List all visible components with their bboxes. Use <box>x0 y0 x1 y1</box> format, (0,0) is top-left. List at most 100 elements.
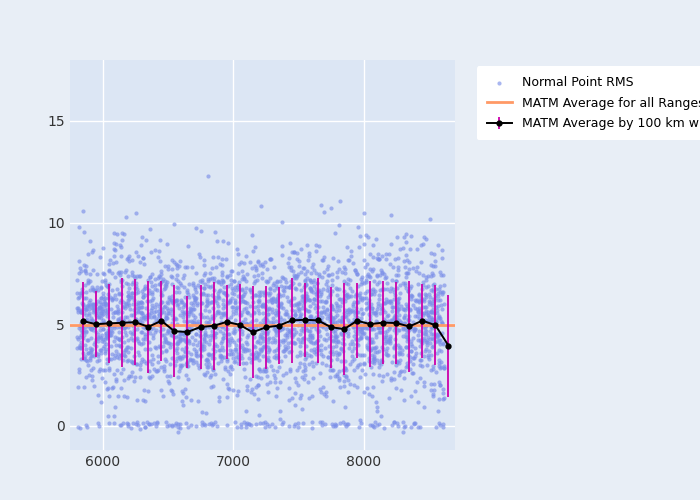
Normal Point RMS <box>337 366 348 374</box>
Normal Point RMS <box>380 273 391 281</box>
Normal Point RMS <box>97 300 108 308</box>
Normal Point RMS <box>423 318 434 326</box>
Normal Point RMS <box>410 326 421 334</box>
Normal Point RMS <box>79 304 90 312</box>
Normal Point RMS <box>402 343 414 351</box>
Normal Point RMS <box>276 272 288 280</box>
Normal Point RMS <box>90 334 101 342</box>
Normal Point RMS <box>153 272 164 280</box>
Normal Point RMS <box>344 344 355 352</box>
Normal Point RMS <box>119 322 130 330</box>
Normal Point RMS <box>73 308 84 316</box>
Normal Point RMS <box>422 332 433 340</box>
Normal Point RMS <box>196 340 207 348</box>
Normal Point RMS <box>342 293 354 301</box>
Normal Point RMS <box>312 308 323 316</box>
Normal Point RMS <box>246 322 258 330</box>
Normal Point RMS <box>225 334 237 342</box>
Normal Point RMS <box>116 320 127 328</box>
Normal Point RMS <box>111 230 122 238</box>
Normal Point RMS <box>159 303 170 311</box>
Normal Point RMS <box>164 339 175 347</box>
Normal Point RMS <box>267 318 279 326</box>
Normal Point RMS <box>265 296 276 304</box>
Normal Point RMS <box>256 302 267 310</box>
Normal Point RMS <box>414 297 425 305</box>
Normal Point RMS <box>374 347 385 355</box>
Normal Point RMS <box>120 322 131 330</box>
Normal Point RMS <box>195 314 206 322</box>
Normal Point RMS <box>204 318 215 326</box>
Normal Point RMS <box>190 330 202 338</box>
Normal Point RMS <box>209 329 220 337</box>
Normal Point RMS <box>256 288 267 296</box>
Normal Point RMS <box>240 320 251 328</box>
Normal Point RMS <box>232 359 244 367</box>
Normal Point RMS <box>159 302 170 310</box>
Normal Point RMS <box>162 298 173 306</box>
Normal Point RMS <box>312 279 323 287</box>
Normal Point RMS <box>276 242 288 250</box>
Normal Point RMS <box>338 346 349 354</box>
Normal Point RMS <box>434 381 445 389</box>
Normal Point RMS <box>433 330 444 338</box>
Normal Point RMS <box>92 334 104 342</box>
Normal Point RMS <box>108 322 120 330</box>
Normal Point RMS <box>193 317 204 325</box>
Normal Point RMS <box>97 270 108 278</box>
Normal Point RMS <box>232 250 243 258</box>
Normal Point RMS <box>244 322 256 330</box>
Normal Point RMS <box>211 299 223 307</box>
Normal Point RMS <box>232 292 243 300</box>
Normal Point RMS <box>298 264 309 272</box>
Normal Point RMS <box>237 275 248 283</box>
Normal Point RMS <box>330 372 341 380</box>
Normal Point RMS <box>374 328 386 336</box>
Normal Point RMS <box>433 360 444 368</box>
Normal Point RMS <box>186 422 197 430</box>
Normal Point RMS <box>244 420 255 428</box>
Normal Point RMS <box>169 332 180 340</box>
Normal Point RMS <box>106 384 117 392</box>
Normal Point RMS <box>146 296 157 304</box>
Normal Point RMS <box>174 361 186 369</box>
Normal Point RMS <box>241 308 253 316</box>
Normal Point RMS <box>159 362 170 370</box>
Normal Point RMS <box>203 282 214 290</box>
Normal Point RMS <box>332 257 343 265</box>
Normal Point RMS <box>272 298 283 306</box>
Normal Point RMS <box>113 307 124 315</box>
Normal Point RMS <box>325 314 336 322</box>
Normal Point RMS <box>98 270 109 278</box>
Normal Point RMS <box>82 336 93 344</box>
Normal Point RMS <box>95 304 106 312</box>
Normal Point RMS <box>111 324 122 332</box>
Normal Point RMS <box>239 298 251 306</box>
Normal Point RMS <box>248 333 260 341</box>
Normal Point RMS <box>273 353 284 361</box>
Normal Point RMS <box>309 304 321 312</box>
Normal Point RMS <box>235 310 246 318</box>
Normal Point RMS <box>224 362 235 370</box>
Normal Point RMS <box>405 306 416 314</box>
Normal Point RMS <box>146 278 157 286</box>
Normal Point RMS <box>438 364 449 372</box>
Normal Point RMS <box>300 324 312 332</box>
Normal Point RMS <box>418 404 429 411</box>
Normal Point RMS <box>416 296 427 304</box>
Normal Point RMS <box>253 356 265 364</box>
Normal Point RMS <box>204 352 215 360</box>
Normal Point RMS <box>370 398 382 406</box>
Normal Point RMS <box>239 347 251 355</box>
Normal Point RMS <box>321 310 332 318</box>
Normal Point RMS <box>218 304 229 312</box>
Normal Point RMS <box>128 311 139 319</box>
Normal Point RMS <box>363 335 374 343</box>
Normal Point RMS <box>284 348 295 356</box>
Normal Point RMS <box>251 348 262 356</box>
Normal Point RMS <box>311 314 322 322</box>
Normal Point RMS <box>325 318 336 326</box>
Normal Point RMS <box>193 320 204 328</box>
Normal Point RMS <box>414 336 426 344</box>
Normal Point RMS <box>196 276 207 283</box>
